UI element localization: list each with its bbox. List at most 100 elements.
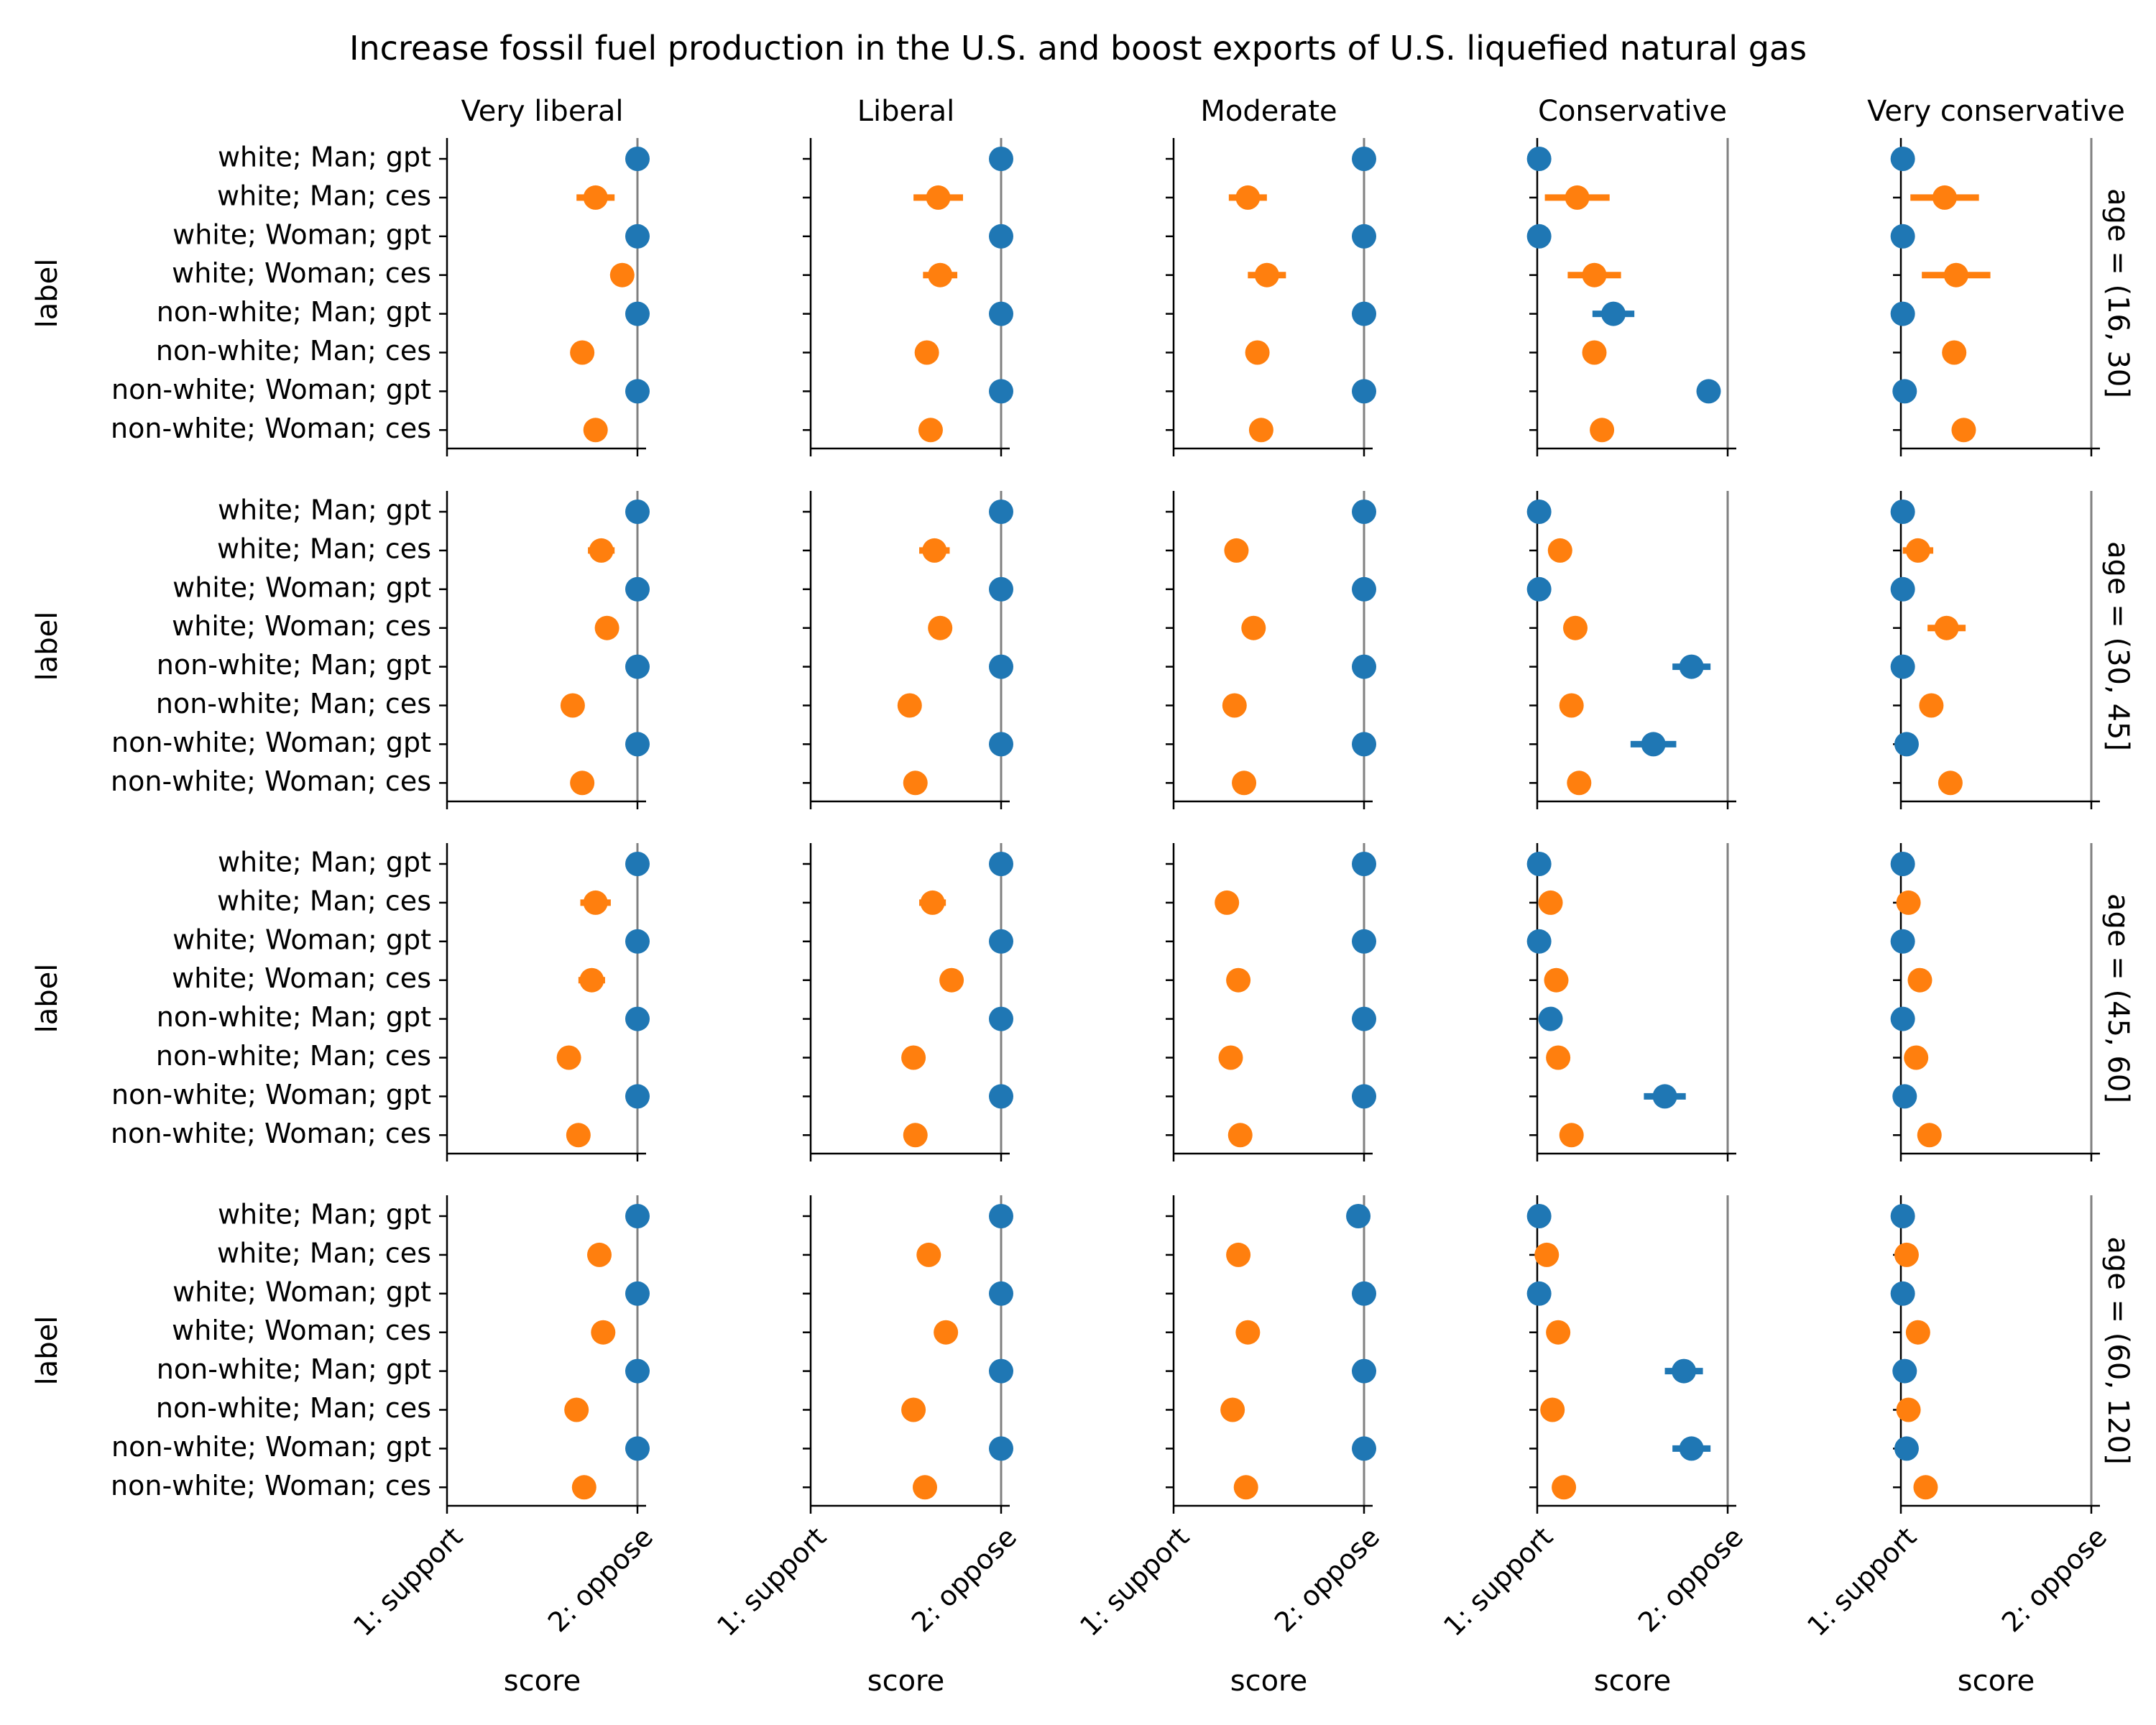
y-tick-label: non-white; Man; ces <box>156 1040 431 1072</box>
row-facet-label: age = (45, 60] <box>2101 893 2134 1103</box>
gpt-point <box>989 1281 1013 1306</box>
ces-point <box>903 770 928 796</box>
panels-layer: age = (16, 30] label Very liberal white; Ma… <box>31 95 2134 1698</box>
gpt-point <box>1526 576 1552 602</box>
y-tick-label: non-white; Woman; ces <box>111 413 431 444</box>
y-axis-label: label <box>31 259 64 328</box>
y-tick-label: non-white; Woman; gpt <box>111 727 431 758</box>
ces-point <box>1220 1397 1245 1422</box>
y-tick-label: white; Woman; gpt <box>172 924 431 955</box>
gpt-point <box>1352 852 1376 876</box>
gpt-point <box>1526 500 1552 524</box>
ces-point <box>583 418 608 443</box>
gpt-point <box>989 1006 1013 1031</box>
y-tick-label: white; Woman; gpt <box>172 1276 431 1307</box>
ces-point <box>566 1123 591 1148</box>
ces-point <box>1540 1397 1565 1422</box>
y-tick-label: white; Man; gpt <box>218 1199 431 1230</box>
gpt-point <box>625 654 650 679</box>
ces-point <box>1546 1320 1571 1345</box>
ces-point <box>1943 262 1968 288</box>
ces-point <box>583 185 608 210</box>
gpt-point <box>989 1358 1013 1384</box>
ces-point <box>583 890 608 915</box>
x-tick-label: 2: oppose <box>1996 1521 2113 1638</box>
gpt-point <box>625 301 650 326</box>
gpt-point <box>1892 1084 1917 1109</box>
row-facet-label: age = (30, 45] <box>2101 541 2134 751</box>
y-tick-label: non-white; Man; gpt <box>157 1001 431 1033</box>
gpt-point <box>1352 1006 1376 1031</box>
gpt-point <box>1894 1436 1919 1461</box>
gpt-point <box>1352 732 1376 757</box>
gpt-point <box>989 654 1013 679</box>
ces-point <box>556 1045 581 1070</box>
y-tick-label: non-white; Woman; ces <box>111 1118 431 1149</box>
gpt-point <box>625 147 650 171</box>
ces-point <box>1567 770 1592 796</box>
y-tick-label: non-white; Man; gpt <box>157 649 431 681</box>
gpt-point <box>625 1358 650 1384</box>
gpt-point <box>1526 224 1552 249</box>
y-tick-label: non-white; Man; ces <box>156 1392 431 1424</box>
gpt-point <box>625 1436 650 1461</box>
gpt-point <box>1890 301 1915 326</box>
gpt-point <box>625 929 650 954</box>
ces-point <box>1905 538 1930 563</box>
y-tick-label: non-white; Man; ces <box>156 335 431 367</box>
gpt-point <box>1352 147 1376 171</box>
gpt-point <box>1352 1436 1376 1461</box>
ces-point <box>1235 185 1261 210</box>
y-tick-label: non-white; Woman; gpt <box>111 1431 431 1463</box>
ces-point <box>1917 1123 1942 1148</box>
ces-point <box>1559 1123 1584 1148</box>
ces-point <box>918 418 943 443</box>
gpt-point <box>625 576 650 602</box>
gpt-point <box>1652 1084 1677 1109</box>
ces-point <box>1233 1475 1258 1500</box>
ces-point <box>916 1242 941 1267</box>
gpt-point <box>1696 379 1721 404</box>
ces-point <box>1938 770 1963 796</box>
y-tick-label: white; Man; gpt <box>218 142 431 173</box>
y-tick-label: non-white; Woman; ces <box>111 765 431 797</box>
gpt-point <box>1892 379 1917 404</box>
gpt-point <box>989 576 1013 602</box>
y-tick-label: white; Woman; gpt <box>172 571 431 603</box>
ces-point <box>922 538 947 563</box>
ces-point <box>1235 1320 1261 1345</box>
gpt-point <box>989 852 1013 876</box>
ces-point <box>1582 340 1607 365</box>
y-tick-label: white; Woman; ces <box>172 962 431 994</box>
ces-point <box>570 340 595 365</box>
y-axis-label: label <box>31 612 64 681</box>
column-facet-label: Moderate <box>1200 95 1337 128</box>
ces-point <box>1590 418 1615 443</box>
ces-point <box>1222 693 1247 718</box>
ces-point <box>1218 1045 1243 1070</box>
y-tick-label: non-white; Man; gpt <box>157 1353 431 1385</box>
gpt-point <box>1641 732 1666 757</box>
ces-point <box>1932 185 1957 210</box>
ces-point <box>1226 967 1251 993</box>
y-tick-label: non-white; Woman; ces <box>111 1470 431 1501</box>
ces-point <box>1905 1320 1930 1345</box>
column-facet-label: Very conservative <box>1867 95 2125 128</box>
ces-point <box>928 615 953 640</box>
gpt-point <box>1890 852 1915 876</box>
ces-point <box>1245 340 1270 365</box>
gpt-point <box>625 1281 650 1306</box>
y-tick-label: white; Man; ces <box>217 180 431 211</box>
gpt-point <box>1352 301 1376 326</box>
gpt-point <box>1890 224 1915 249</box>
gpt-point <box>1890 1281 1915 1306</box>
x-tick-label: 1: support <box>1074 1521 1195 1642</box>
gpt-point <box>1352 224 1376 249</box>
gpt-point <box>1890 500 1915 524</box>
column-facet-label: Liberal <box>857 95 954 128</box>
ces-point <box>934 1320 959 1345</box>
gpt-point <box>1352 1358 1376 1384</box>
gpt-point <box>989 1204 1013 1228</box>
gpt-point <box>1679 654 1704 679</box>
gpt-point <box>1526 852 1552 876</box>
